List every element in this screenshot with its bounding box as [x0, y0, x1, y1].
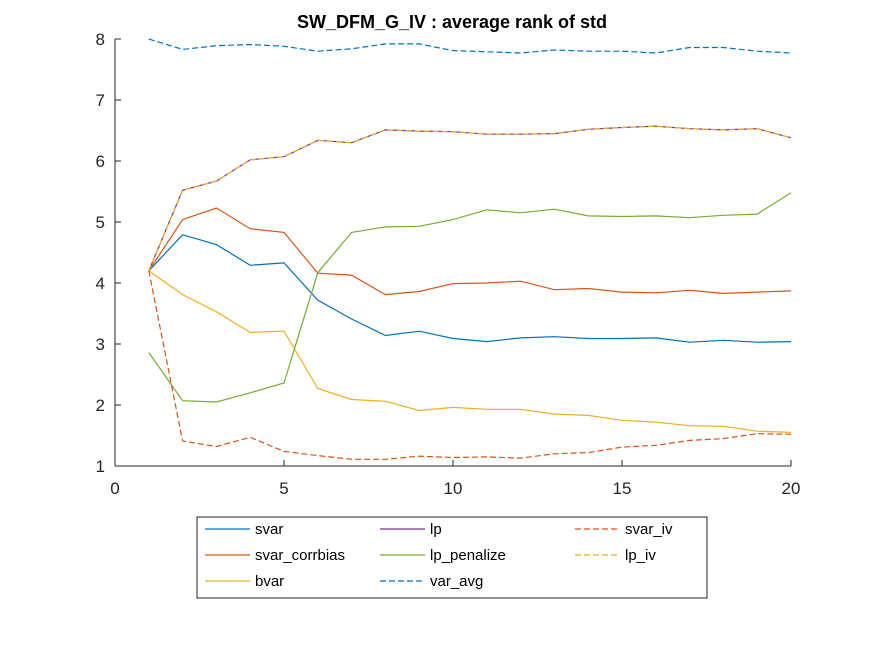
x-tick-label: 0 [110, 479, 119, 498]
y-tick-label: 5 [96, 213, 105, 232]
series-lines [148, 38, 792, 460]
x-tick-label: 10 [444, 479, 463, 498]
x-tick-label: 15 [613, 479, 632, 498]
legend-label-lp-penalize: lp_penalize [430, 547, 506, 564]
series-line-svar [148, 234, 792, 343]
y-tick-label: 6 [96, 152, 105, 171]
y-tick-label: 7 [96, 91, 105, 110]
legend-box [196, 516, 708, 599]
y-tick-label: 1 [96, 457, 105, 476]
legend-label-var-avg: var_avg [430, 573, 483, 590]
series-line-bvar [148, 270, 792, 433]
legend-label-svar-corrbias: svar_corrbias [255, 547, 345, 564]
legend-label-bvar: bvar [255, 573, 284, 590]
series-line-var-avg [148, 38, 792, 54]
y-tick-label: 3 [96, 335, 105, 354]
legend: svar lp svar_iv svar_corrbias lp_penalize lp_… [196, 516, 708, 599]
x-tick-label: 5 [279, 479, 288, 498]
legend-label-svar-iv: svar_iv [625, 521, 673, 538]
series-line-lp-iv [148, 125, 792, 272]
legend-label-svar: svar [255, 521, 283, 538]
legend-label-lp: lp [430, 521, 442, 538]
series-line-svar-iv [148, 270, 792, 460]
axes: 0 5 10 15 20 1 2 3 4 5 6 7 8 [96, 30, 801, 498]
series-line-lp-penalize [148, 192, 792, 403]
y-tick-label: 8 [96, 30, 105, 49]
chart-title: SW_DFM_G_IV : average rank of std [297, 12, 607, 32]
y-tick-label: 4 [96, 274, 105, 293]
x-tick-label: 20 [782, 479, 801, 498]
y-tick-label: 2 [96, 396, 105, 415]
series-line-svar-corrbias [148, 207, 792, 296]
legend-label-lp-iv: lp_iv [625, 547, 656, 564]
